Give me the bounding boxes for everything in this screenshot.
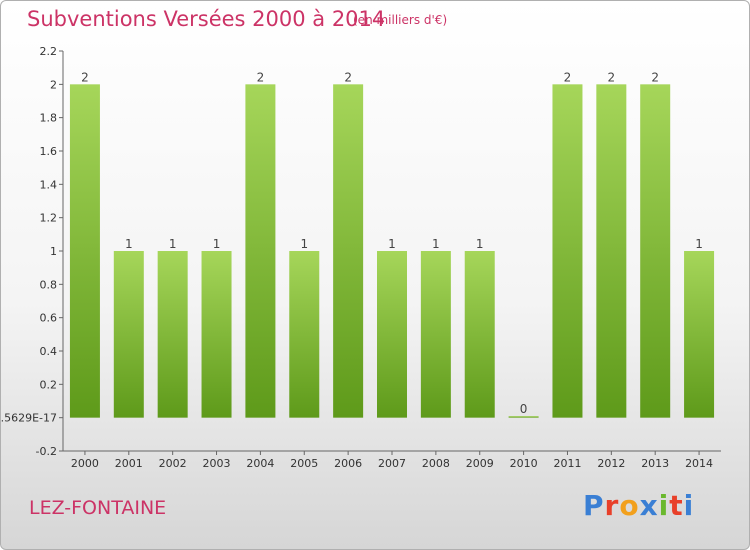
bar [684,251,715,418]
y-tick-label: -1.5629E-17 [1,412,57,425]
bar [640,84,671,418]
bar [113,251,144,418]
bar-value-label: 1 [432,237,440,251]
y-tick-label: 0.2 [40,378,58,391]
bar [508,416,539,418]
bar-value-label: 2 [608,70,616,84]
logo-letter: i [658,489,670,522]
bar-value-label: 1 [695,237,703,251]
bar [420,251,451,418]
bar-value-label: 2 [564,70,572,84]
logo-letter: x [639,489,659,522]
bar [157,251,188,418]
x-tick-label: 2004 [246,457,274,470]
bar-value-label: 2 [81,70,89,84]
bar-value-label: 1 [300,237,308,251]
chart-subtitle: (en milliers d'€) [353,13,448,27]
bar [289,251,320,418]
bar [201,251,232,418]
y-tick-label: 0.8 [40,278,58,291]
y-tick-label: 0.4 [40,345,58,358]
y-tick-label: 1.6 [40,145,58,158]
y-tick-label: 1 [50,245,57,258]
x-tick-label: 2014 [685,457,713,470]
x-tick-label: 2007 [378,457,406,470]
y-tick-label: 1.2 [40,212,58,225]
logo-letter: t [669,489,684,522]
bar-value-label: 1 [169,237,177,251]
bar [377,251,407,418]
x-tick-label: 2003 [203,457,231,470]
bar [69,84,100,418]
y-tick-label: 2 [50,78,57,91]
bar-value-label: 0 [520,402,528,416]
proxiti-logo: Proxiti [583,489,694,522]
y-tick-label: 1.8 [40,112,58,125]
bar [552,84,583,418]
y-tick-label: -0.2 [36,445,57,458]
x-tick-label: 2002 [159,457,187,470]
chart-title: Subventions Versées 2000 à 2014 [27,7,386,31]
x-tick-label: 2006 [334,457,362,470]
x-tick-label: 2001 [115,457,143,470]
logo-letter: r [604,489,620,522]
x-tick-label: 2013 [641,457,669,470]
bar-value-label: 1 [213,237,221,251]
x-tick-label: 2009 [466,457,494,470]
bar-value-label: 1 [388,237,396,251]
bar-value-label: 1 [476,237,484,251]
commune-name: LEZ-FONTAINE [29,497,167,519]
y-tick-label: 2.2 [40,45,58,58]
bar [464,251,495,418]
bar [333,84,364,418]
x-tick-label: 2005 [290,457,318,470]
logo-letter: o [619,489,640,522]
y-tick-label: 1.4 [40,178,58,191]
bar-value-label: 1 [125,237,133,251]
bar-value-label: 2 [344,70,352,84]
x-tick-label: 2010 [510,457,538,470]
x-tick-label: 2008 [422,457,450,470]
x-tick-label: 2000 [71,457,99,470]
logo-letter: i [683,489,695,522]
x-tick-label: 2012 [597,457,625,470]
logo-letter: P [583,489,605,522]
bar [596,84,627,418]
y-tick-label: 0.6 [40,312,58,325]
x-tick-label: 2011 [553,457,581,470]
bar-value-label: 2 [257,70,265,84]
bar [245,84,276,418]
bar-value-label: 2 [651,70,659,84]
